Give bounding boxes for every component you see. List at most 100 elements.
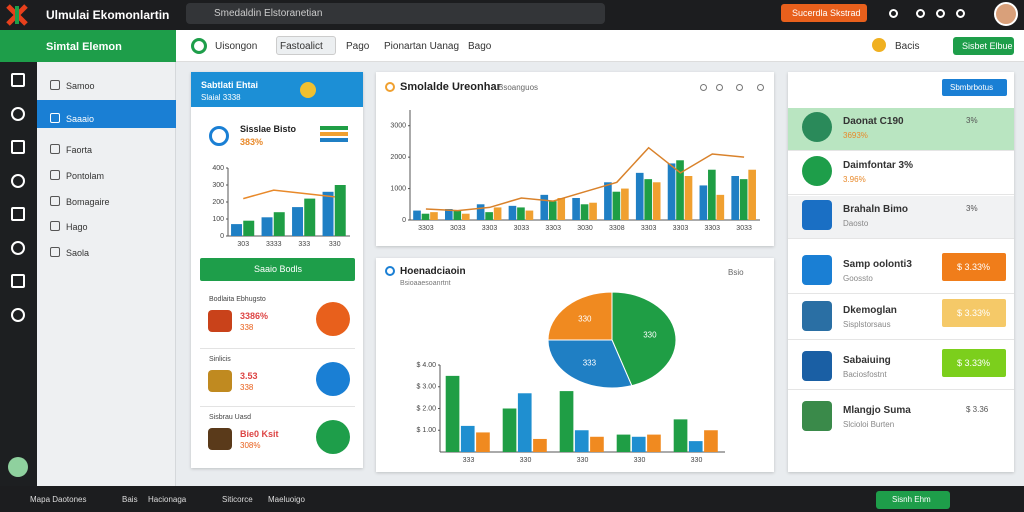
x-tick-label: 3303 <box>545 225 561 232</box>
trend-line <box>425 146 745 212</box>
search-text[interactable]: Smedaldin Elstoranetian <box>214 8 323 19</box>
user-icon <box>872 38 886 52</box>
tab-box[interactable] <box>276 36 336 55</box>
y-tick-label: $ 3.00 <box>417 384 437 391</box>
row-icon <box>802 112 832 142</box>
strip-avatar <box>8 457 28 477</box>
sidebar-item[interactable]: Saaaio <box>66 114 95 124</box>
sidebar-icon <box>50 196 60 206</box>
sidebar-item[interactable]: Saola <box>66 248 90 258</box>
nav-tab[interactable]: Uisongon <box>215 41 258 52</box>
bottom-item[interactable]: Siticorce <box>222 495 253 504</box>
x-tick-label: 3033 <box>736 225 752 232</box>
bottom-item[interactable]: Mapa Daotones <box>30 495 87 504</box>
strip-icon <box>11 274 25 288</box>
sidebar-item[interactable]: Faorta <box>66 145 93 155</box>
sidebar-icon <box>50 221 60 231</box>
metric-value: 383% <box>240 137 264 147</box>
bar <box>616 434 631 452</box>
row-icon <box>802 255 832 285</box>
card-title: Sabtlati Ehtai <box>201 80 259 90</box>
top-button-label[interactable]: Sucerdla Skstrad <box>792 8 861 18</box>
panel-button-label[interactable]: Sbmbrbotus <box>950 83 994 92</box>
row-button-label[interactable]: $ 3.33% <box>957 308 991 318</box>
bottom-item[interactable]: Bais <box>122 495 138 504</box>
share-icon <box>385 266 395 276</box>
bar <box>517 207 525 220</box>
slice-label: 333 <box>583 358 597 367</box>
card-icon <box>700 84 707 91</box>
row-note: $ 3.36 <box>966 405 989 414</box>
trend-icon <box>385 82 395 92</box>
row-title: Daimfontar 3% <box>843 160 914 171</box>
nav-tab[interactable]: Pago <box>346 41 370 52</box>
bar <box>517 393 532 452</box>
nav-tab[interactable]: Bago <box>468 41 492 52</box>
bar <box>476 204 485 220</box>
x-tick-label: 330 <box>634 457 646 464</box>
x-tick-label: 3303 <box>482 225 498 232</box>
bar <box>476 432 490 452</box>
sidebar-icon <box>50 113 60 123</box>
bar <box>493 207 502 220</box>
sidebar-item[interactable]: Bomagaire <box>66 197 110 207</box>
sidebar-item[interactable]: Hago <box>66 222 88 232</box>
bar <box>461 213 470 220</box>
y-tick-label: 200 <box>212 199 224 206</box>
y-tick-label: 2000 <box>390 154 406 161</box>
bar <box>559 391 574 452</box>
bar <box>540 194 549 220</box>
bar <box>304 198 316 236</box>
nav-button-label[interactable]: Sisbet Elbue <box>962 41 1013 51</box>
item-icon <box>208 370 232 392</box>
top-button[interactable] <box>781 4 867 22</box>
bar <box>604 182 612 220</box>
item-title: Sisbrau Uasd <box>209 414 252 421</box>
item-note: 308% <box>240 441 261 450</box>
avatar <box>994 2 1018 26</box>
panel-button[interactable] <box>942 79 1007 96</box>
bottom-bar <box>0 486 1024 512</box>
row-divider <box>788 238 1014 239</box>
x-tick-label: 3303 <box>704 225 720 232</box>
nav-button[interactable] <box>953 37 1014 55</box>
row-note: 3% <box>966 116 978 125</box>
bar <box>453 210 462 220</box>
bottom-button-label[interactable]: Sisnh Ehm <box>892 495 931 504</box>
bottom-button[interactable] <box>876 491 950 509</box>
bottom-item[interactable]: Maeluoigo <box>268 495 305 504</box>
divider <box>200 348 355 349</box>
bar <box>739 179 748 220</box>
strip-icon <box>11 106 25 121</box>
slice-label: 330 <box>578 315 592 324</box>
x-tick-label: 3308 <box>609 225 625 232</box>
row-value: Daosto <box>843 219 869 228</box>
x-tick-label: 3333 <box>266 241 282 248</box>
nav-tab[interactable]: Pionartan Uanag <box>384 41 460 52</box>
bar <box>580 204 589 220</box>
search-box[interactable] <box>186 3 605 24</box>
bar <box>334 185 346 236</box>
sidebar-icon <box>50 170 60 180</box>
summary-button[interactable] <box>200 258 355 281</box>
bar <box>644 179 653 220</box>
strip-icon <box>11 207 25 221</box>
top-icon <box>889 9 898 18</box>
row-button-label[interactable]: $ 3.33% <box>957 262 991 272</box>
sidebar-item[interactable]: Samoo <box>66 81 95 91</box>
row-button-label[interactable]: $ 3.33% <box>957 358 991 368</box>
bar <box>430 212 438 220</box>
button-label[interactable]: Saaio Bodls <box>254 264 303 274</box>
bar <box>676 160 684 220</box>
row-icon <box>802 401 832 431</box>
sidebar-item[interactable]: Pontolam <box>66 171 105 181</box>
x-tick-label: 330 <box>691 457 703 464</box>
nav-tab[interactable]: Fastoalict <box>280 41 323 52</box>
bar <box>485 212 493 220</box>
bottom-item[interactable]: Hacionaga <box>148 495 187 504</box>
x-tick-label: 3030 <box>577 225 593 232</box>
top-icon <box>936 9 945 18</box>
y-tick-label: 0 <box>402 217 406 224</box>
x-tick-label: 3033 <box>450 225 466 232</box>
card-tag: Bsio <box>728 268 744 277</box>
